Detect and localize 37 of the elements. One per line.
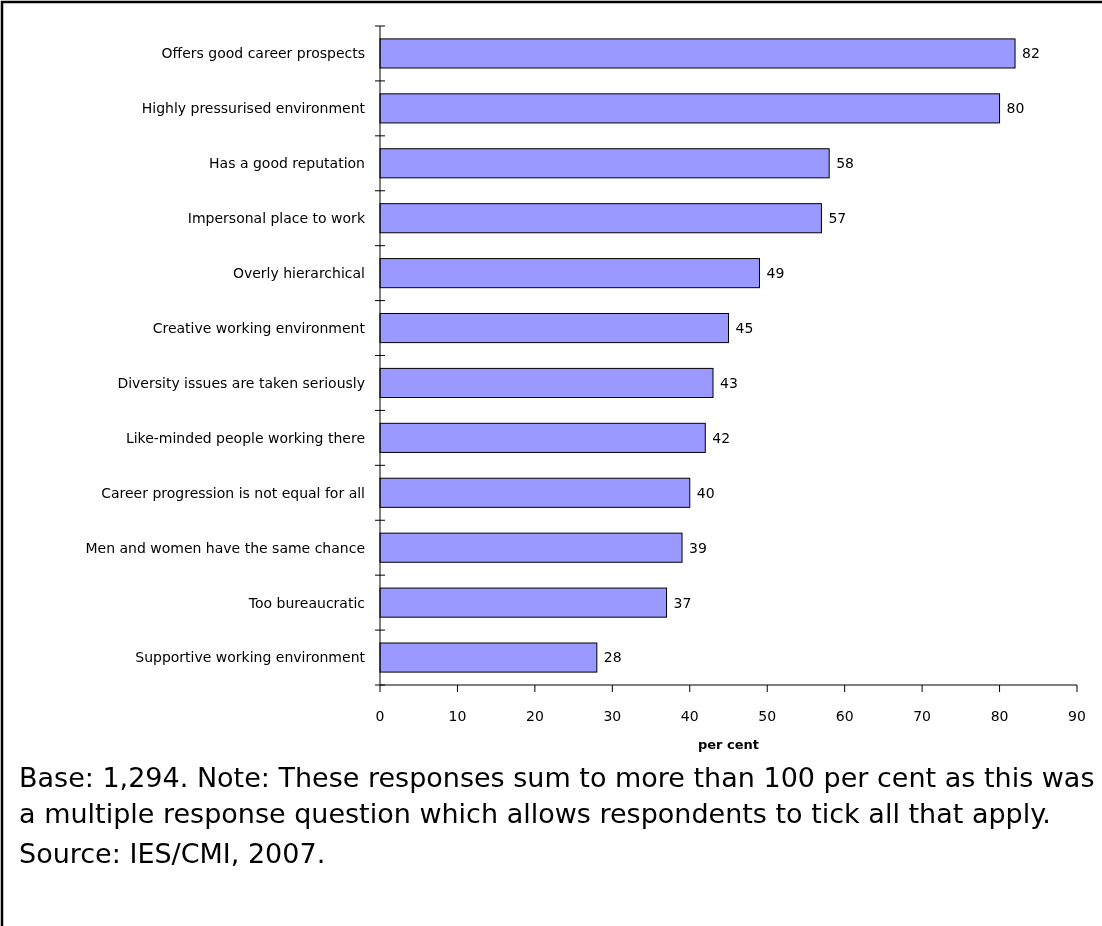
data-label: 49 xyxy=(766,265,785,282)
text: Base: 1,294. Note: These responses sum to more than 100 per cent as this was a multiple response question which allows respondents to tick all that apply. xyxy=(19,762,1095,829)
data-label: 28 xyxy=(603,649,622,666)
data-label: 43 xyxy=(720,374,738,391)
y-tick-label: Diversity issues are taken seriously xyxy=(117,374,365,391)
y-tick-label: Men and women have the same chance xyxy=(85,539,365,556)
y-tick-label: Like-minded people working there xyxy=(125,429,365,446)
source-note: Source: IES/CMI, 2007. xyxy=(19,838,326,869)
x-tick-label: 50 xyxy=(758,708,777,724)
x-tick-label: 60 xyxy=(835,708,854,724)
y-tick-label: Highly pressurised environment xyxy=(141,100,366,117)
y-tick-label: Impersonal place to work xyxy=(187,210,366,227)
x-tick-label: 30 xyxy=(603,708,622,724)
x-tick-label: 70 xyxy=(913,708,932,724)
data-label: 37 xyxy=(673,594,692,611)
data-label: 42 xyxy=(712,429,731,446)
data-label: 58 xyxy=(836,155,855,172)
y-tick-label: Creative working environment xyxy=(152,319,366,336)
data-label: 39 xyxy=(689,539,707,556)
x-tick-label: 40 xyxy=(680,708,699,724)
x-tick-label: 90 xyxy=(1068,708,1086,724)
data-label: 45 xyxy=(735,319,754,336)
x-tick-label: 0 xyxy=(375,708,385,724)
data-label: 40 xyxy=(696,484,715,501)
data-label: 57 xyxy=(828,210,847,227)
x-tick-label: 10 xyxy=(448,708,467,724)
x-tick-label: 80 xyxy=(990,708,1009,724)
y-tick-label: Overly hierarchical xyxy=(232,265,365,282)
x-axis-title: per cent xyxy=(697,737,760,752)
x-tick-label: 20 xyxy=(525,708,544,724)
data-label: 80 xyxy=(1006,100,1025,117)
y-tick-label: Too bureaucratic xyxy=(247,594,365,611)
y-tick-label: Offers good career prospects xyxy=(161,45,365,62)
y-tick-label: Has a good reputation xyxy=(209,155,365,172)
y-tick-label: Supportive working environment xyxy=(135,649,366,666)
y-tick-label: Career progression is not equal for all xyxy=(101,484,365,501)
data-label: 82 xyxy=(1022,45,1040,62)
